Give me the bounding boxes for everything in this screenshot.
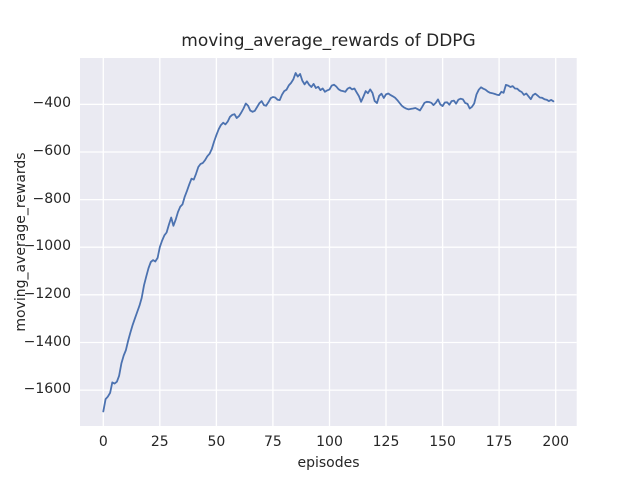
x-tick-label: 175 [485,434,513,450]
x-tick-label: 200 [542,434,570,450]
y-tick-label: −800 [32,190,71,207]
x-tick-label: 50 [207,434,226,450]
x-tick-label: 0 [98,434,108,450]
x-tick-label: 100 [316,434,343,450]
y-tick-label: −1000 [23,238,71,255]
y-tick-label: −400 [32,95,71,112]
x-tick-label: 125 [372,434,400,450]
y-tick-label: −600 [32,143,71,159]
y-tick-label: −1200 [23,285,71,302]
chart-title: moving_average_rewards of DDPG [181,31,476,51]
x-tick-label: 150 [429,434,456,450]
gridlines [80,58,577,426]
reward-curve-line [102,72,555,413]
plot-area-background [80,58,577,426]
x-tick-label: 75 [263,434,282,450]
y-tick-label: −1400 [23,333,71,350]
y-tick-label: −1600 [23,381,71,398]
x-axis-label: episodes [297,455,360,471]
x-tick-label: 25 [150,434,169,450]
